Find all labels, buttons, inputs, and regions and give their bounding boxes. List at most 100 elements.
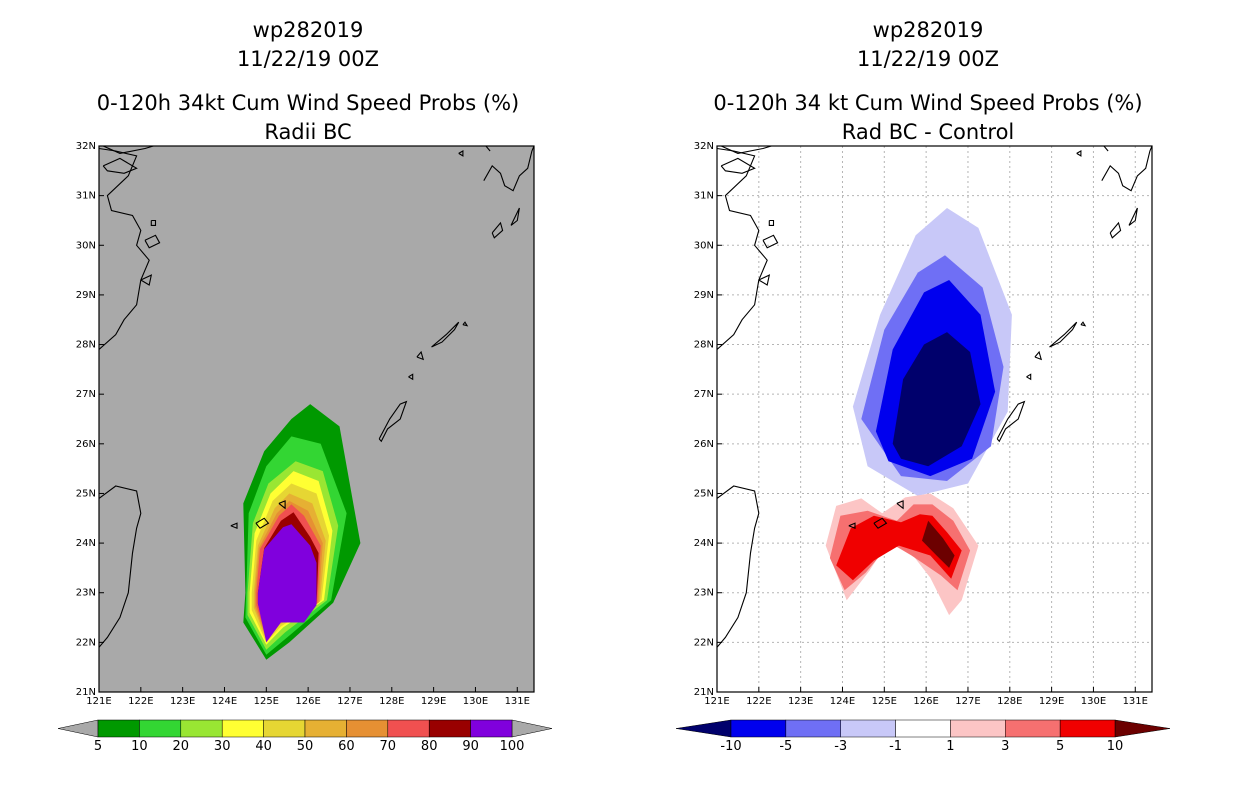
y-tick-label: 22N: [76, 637, 96, 648]
colorbar-swatch: [221, 719, 264, 738]
coastline: [1049, 321, 1078, 348]
colorbar: 5 10 20 30 40 50 60 70 80 90 100: [57, 719, 553, 754]
y-tick-label: 26N: [694, 439, 714, 450]
coastline: [873, 517, 888, 529]
coastline: [758, 274, 771, 286]
y-tick-label: 28N: [76, 340, 96, 351]
y-tick-label: 24N: [694, 538, 714, 549]
y-tick-label: 32N: [694, 141, 714, 152]
x-tick-label: 121E: [86, 696, 111, 707]
x-tick-label: 123E: [170, 696, 195, 707]
x-tick-label: 131E: [1123, 696, 1148, 707]
colorbar-arrow-high: [511, 719, 553, 738]
x-tick-label: 130E: [463, 696, 488, 707]
y-tick-label: 23N: [694, 588, 714, 599]
coastline: [762, 234, 779, 249]
coastline: [491, 221, 504, 239]
colorbar-label: 10: [1107, 739, 1124, 754]
y-tick-label: 31N: [76, 191, 96, 202]
x-tick-label: 122E: [746, 696, 771, 707]
coastline: [510, 207, 520, 226]
colorbar-label: 40: [255, 739, 272, 754]
coastline: [255, 517, 270, 529]
contour-fill-10: [922, 520, 955, 568]
colorbar-label: 5: [94, 739, 102, 754]
coastline: [144, 234, 161, 249]
colorbar-label: 30: [214, 739, 231, 754]
y-tick-label: 25N: [76, 488, 96, 499]
y-tick-label: 26N: [76, 439, 96, 450]
coastline: [896, 500, 904, 510]
chart-title-line-1: wp282019: [873, 18, 984, 42]
x-tick-label: 127E: [337, 696, 362, 707]
coastline: [408, 373, 414, 381]
coastline: [996, 400, 1026, 443]
y-tick-label: 27N: [76, 389, 96, 400]
coastline: [485, 146, 491, 152]
x-tick-label: 128E: [997, 696, 1022, 707]
colorbar-swatch: [1005, 719, 1061, 738]
x-tick-label: 125E: [872, 696, 897, 707]
chart-title-line-4: Radii BC: [264, 120, 351, 144]
colorbar-swatch: [346, 719, 389, 738]
x-tick-label: 131E: [505, 696, 530, 707]
colorbar-label: 90: [462, 739, 479, 754]
colorbar-swatch: [139, 719, 182, 738]
map-frame: [98, 145, 535, 693]
colorbar-swatch: [950, 719, 1006, 738]
colorbar-swatch: [895, 719, 951, 738]
colorbar-label: -5: [779, 739, 792, 754]
colorbar-swatch: [387, 719, 430, 738]
colorbar-swatch: [840, 719, 896, 738]
coastline: [1026, 373, 1032, 381]
contour-fills: [243, 404, 361, 660]
colorbar-swatch: [180, 719, 223, 738]
y-tick-label: 27N: [694, 389, 714, 400]
chart-title-line-1: wp282019: [253, 18, 364, 42]
contour-fill-90: [257, 524, 317, 643]
x-tick-label: 129E: [421, 696, 446, 707]
colorbar-label: 3: [1001, 739, 1009, 754]
coastline: [230, 522, 238, 530]
coastline: [720, 157, 756, 174]
y-tick-label: 30N: [694, 240, 714, 251]
coastline: [378, 400, 408, 443]
y-tick-label: 23N: [76, 588, 96, 599]
x-tick-label: 129E: [1039, 696, 1064, 707]
y-tick-label: 21N: [76, 687, 96, 698]
x-tick-label: 121E: [704, 696, 729, 707]
colorbar-label: 80: [421, 739, 438, 754]
coastlines: [99, 146, 534, 648]
y-tick-label: 25N: [694, 488, 714, 499]
x-tick-label: 125E: [254, 696, 279, 707]
x-tick-label: 123E: [788, 696, 813, 707]
chart-title-line-2: 11/22/19 00Z: [237, 47, 379, 71]
axis-ticks: 121E 122E 123E 124E 125E 126E 127E 128E 129E 130E…: [76, 141, 530, 707]
colorbar-swatch: [97, 719, 140, 738]
coastline: [102, 146, 154, 154]
coastline: [150, 219, 157, 226]
coastline: [768, 219, 775, 226]
colorbar-label: 70: [380, 739, 397, 754]
x-tick-label: 128E: [379, 696, 404, 707]
x-tick-label: 127E: [955, 696, 980, 707]
colorbar-swatch: [263, 719, 306, 738]
colorbar-arrow-low: [675, 719, 732, 738]
y-tick-label: 31N: [694, 191, 714, 202]
colorbar-swatch: [428, 719, 471, 738]
colorbar-arrow-low: [57, 719, 99, 738]
colorbar-label: 60: [338, 739, 355, 754]
coastline: [1101, 146, 1152, 192]
colorbar-label: 20: [173, 739, 190, 754]
axis-ticks: 121E 122E 123E 124E 125E 126E 127E 128E 129E 130E…: [694, 141, 1148, 707]
colorbar-swatch: [785, 719, 841, 738]
chart-title-line-3: 0-120h 34 kt Cum Wind Speed Probs (%): [713, 91, 1142, 115]
chart-panel-rad-bc-control: wp282019 11/22/19 00Z 0-120h 34 kt Cum W…: [675, 18, 1171, 754]
colorbar-label: 1: [946, 739, 954, 754]
coastline: [416, 350, 425, 361]
colorbar-label: -3: [834, 739, 847, 754]
coastline: [717, 147, 768, 350]
coastline: [848, 522, 856, 530]
coastline: [458, 150, 464, 157]
